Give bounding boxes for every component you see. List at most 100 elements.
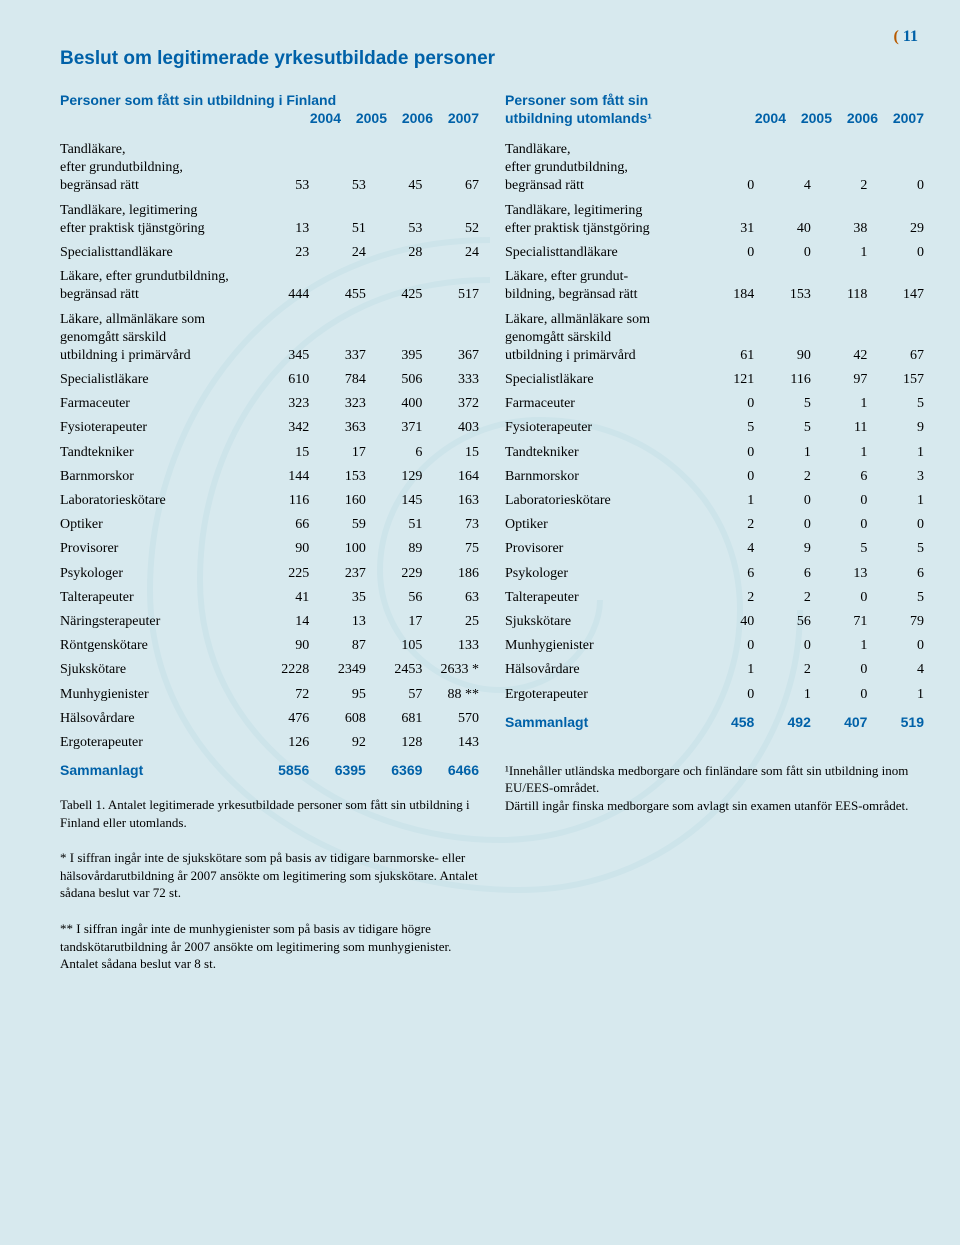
right-column: Personer som fått sin utbildning utomlan… bbox=[505, 92, 924, 973]
row-value: 0 bbox=[698, 392, 755, 416]
row-label: Psykologer bbox=[60, 562, 253, 586]
footnote-superscript-1: ¹Innehåller utländska medborgare och fin… bbox=[505, 762, 924, 815]
year-header: 2007 bbox=[433, 110, 479, 126]
table-row: Farmaceuter323323400372 bbox=[60, 392, 479, 416]
row-value: 425 bbox=[366, 265, 423, 307]
row-value: 53 bbox=[309, 138, 366, 199]
table-row: Sjukskötare40567179 bbox=[505, 610, 924, 634]
table-row: Provisorer901008975 bbox=[60, 537, 479, 561]
left-table: Tandläkare,efter grundutbildning,begräns… bbox=[60, 138, 479, 782]
row-value: 372 bbox=[422, 392, 479, 416]
row-label: Barnmorskor bbox=[60, 465, 253, 489]
row-value: 681 bbox=[366, 707, 423, 731]
row-value: 15 bbox=[422, 441, 479, 465]
row-value: 444 bbox=[253, 265, 310, 307]
total-value: 6395 bbox=[309, 755, 366, 782]
year-header: 2004 bbox=[295, 110, 341, 126]
row-value: 0 bbox=[754, 513, 811, 537]
row-value: 2453 bbox=[366, 658, 423, 682]
row-value: 0 bbox=[698, 465, 755, 489]
row-value: 229 bbox=[366, 562, 423, 586]
table-row: Optiker66595173 bbox=[60, 513, 479, 537]
table-row: Tandläkare,efter grundutbildning,begräns… bbox=[60, 138, 479, 199]
table-row: Optiker2000 bbox=[505, 513, 924, 537]
row-value: 157 bbox=[867, 368, 924, 392]
row-value: 87 bbox=[309, 634, 366, 658]
row-label: Barnmorskor bbox=[505, 465, 698, 489]
row-value: 2633 * bbox=[422, 658, 479, 682]
row-value: 57 bbox=[366, 683, 423, 707]
table-row: Barnmorskor0263 bbox=[505, 465, 924, 489]
row-label: Munhygienister bbox=[505, 634, 698, 658]
row-label: Munhygienister bbox=[60, 683, 253, 707]
row-value: 28 bbox=[366, 241, 423, 265]
row-value: 1 bbox=[811, 241, 868, 265]
table-row: Ergoterapeuter12692128143 bbox=[60, 731, 479, 755]
row-value: 52 bbox=[422, 199, 479, 241]
table-row: Hälsovårdare1204 bbox=[505, 658, 924, 682]
table-row: Tandläkare, legitimeringefter praktisk t… bbox=[505, 199, 924, 241]
row-label: Specialisttandläkare bbox=[60, 241, 253, 265]
row-value: 5 bbox=[754, 416, 811, 440]
left-column: Personer som fått sin utbildning i Finla… bbox=[60, 92, 479, 973]
row-value: 72 bbox=[253, 683, 310, 707]
row-value: 0 bbox=[754, 241, 811, 265]
row-value: 153 bbox=[309, 465, 366, 489]
total-value: 519 bbox=[867, 707, 924, 734]
row-value: 0 bbox=[867, 241, 924, 265]
row-value: 371 bbox=[366, 416, 423, 440]
row-value: 0 bbox=[698, 241, 755, 265]
table-row: Läkare, allmänläkare somgenomgått särski… bbox=[505, 308, 924, 369]
row-value: 333 bbox=[422, 368, 479, 392]
row-value: 186 bbox=[422, 562, 479, 586]
row-value: 56 bbox=[366, 586, 423, 610]
row-value: 133 bbox=[422, 634, 479, 658]
row-value: 145 bbox=[366, 489, 423, 513]
row-value: 66 bbox=[253, 513, 310, 537]
row-value: 143 bbox=[422, 731, 479, 755]
row-value: 63 bbox=[422, 586, 479, 610]
row-label: Talterapeuter bbox=[60, 586, 253, 610]
row-value: 506 bbox=[366, 368, 423, 392]
row-label: Tandläkare,efter grundutbildning,begräns… bbox=[60, 138, 253, 199]
row-value: 342 bbox=[253, 416, 310, 440]
footnote-double-star: ** I siffran ingår inte de munhygieniste… bbox=[60, 920, 479, 973]
table-row: Hälsovårdare476608681570 bbox=[60, 707, 479, 731]
row-value: 1 bbox=[754, 441, 811, 465]
row-label: Hälsovårdare bbox=[505, 658, 698, 682]
row-value: 0 bbox=[811, 489, 868, 513]
row-value: 88 ** bbox=[422, 683, 479, 707]
row-value: 1 bbox=[754, 683, 811, 707]
row-value: 24 bbox=[422, 241, 479, 265]
row-value: 403 bbox=[422, 416, 479, 440]
row-value: 13 bbox=[811, 562, 868, 586]
row-label: Tandläkare, legitimeringefter praktisk t… bbox=[60, 199, 253, 241]
row-label: Sjukskötare bbox=[60, 658, 253, 682]
row-value: 61 bbox=[698, 308, 755, 369]
row-label: Läkare, allmänläkare somgenomgått särski… bbox=[60, 308, 253, 369]
row-value: 517 bbox=[422, 265, 479, 307]
row-value: 784 bbox=[309, 368, 366, 392]
row-value: 1 bbox=[698, 489, 755, 513]
row-label: Tandtekniker bbox=[505, 441, 698, 465]
total-row: Sammanlagt458492407519 bbox=[505, 707, 924, 734]
row-value: 0 bbox=[698, 683, 755, 707]
row-value: 128 bbox=[366, 731, 423, 755]
table-row: Röntgenskötare9087105133 bbox=[60, 634, 479, 658]
year-header: 2004 bbox=[740, 110, 786, 126]
row-value: 51 bbox=[366, 513, 423, 537]
row-value: 90 bbox=[253, 634, 310, 658]
row-label: Provisorer bbox=[505, 537, 698, 561]
table-row: Ergoterapeuter0101 bbox=[505, 683, 924, 707]
table-row: Specialistläkare610784506333 bbox=[60, 368, 479, 392]
table-row: Fysioterapeuter55119 bbox=[505, 416, 924, 440]
section-title: Beslut om legitimerade yrkesutbildade pe… bbox=[60, 48, 924, 70]
row-value: 118 bbox=[811, 265, 868, 307]
row-value: 3 bbox=[867, 465, 924, 489]
table-row: Läkare, efter grundut-bildning, begränsa… bbox=[505, 265, 924, 307]
row-value: 40 bbox=[698, 610, 755, 634]
row-value: 42 bbox=[811, 308, 868, 369]
row-value: 153 bbox=[754, 265, 811, 307]
row-value: 1 bbox=[811, 441, 868, 465]
row-value: 0 bbox=[698, 441, 755, 465]
